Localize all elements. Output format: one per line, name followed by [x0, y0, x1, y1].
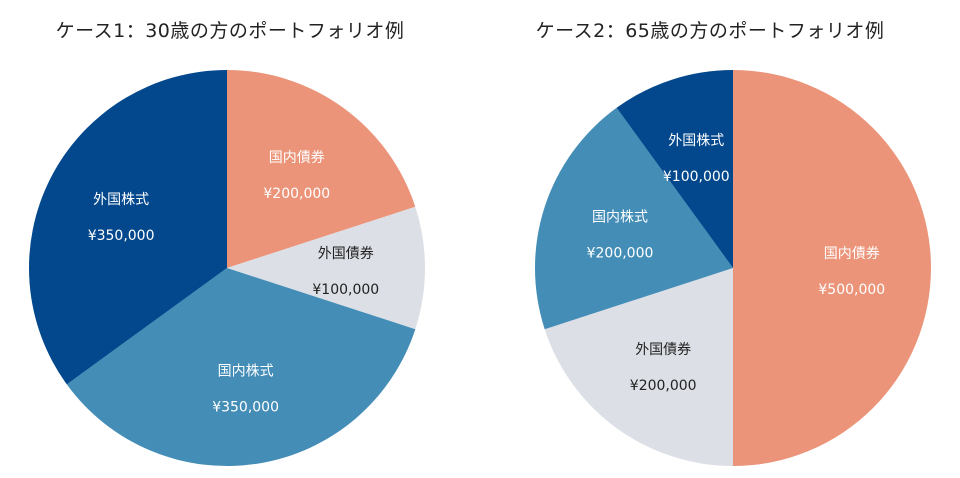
slice-value-label: ¥200,000 [587, 245, 654, 261]
pie-chart-case1: 国内債券 ¥200,000 外国債券 ¥100,000 国内株式 ¥350,000 外国株式… [28, 70, 426, 467]
slice-value-label: ¥200,000 [263, 186, 330, 202]
slice-label: 国内株式 [218, 363, 274, 379]
pie-slice [544, 268, 733, 466]
pie-slice [534, 107, 733, 330]
pie-slice [227, 70, 416, 268]
pie-chart-case2: 国内債券 ¥500,000 外国債券 ¥200,000 国内株式 ¥200,000 外国株式… [534, 70, 931, 466]
slice-label: 国内株式 [592, 209, 648, 225]
pie-panel-case1: ケース1：30歳の方のポートフォリオ例 国内債券 ¥200,000 外国債券 ¥100… [28, 20, 426, 467]
slice-value-label: ¥350,000 [212, 399, 279, 415]
pie-slice [28, 70, 228, 385]
pie-slice [733, 70, 931, 466]
chart-title-case1: ケース1：30歳の方のポートフォリオ例 [55, 20, 405, 42]
slice-label: 外国株式 [668, 133, 724, 149]
slice-label: 国内債券 [269, 150, 325, 166]
slice-value-label: ¥350,000 [88, 228, 155, 244]
slice-value-label: ¥100,000 [312, 282, 379, 298]
slice-value-label: ¥500,000 [818, 282, 885, 298]
pie-panel-case2: ケース2：65歳の方のポートフォリオ例 国内債券 ¥500,000 外国債券 ¥200… [480, 0, 960, 478]
slice-label: 国内債券 [824, 246, 880, 262]
slice-label: 外国株式 [93, 192, 149, 208]
slice-value-label: ¥200,000 [630, 378, 697, 394]
slice-value-label: ¥100,000 [663, 169, 730, 185]
pie-slice [227, 206, 426, 330]
slice-label: 外国債券 [318, 246, 374, 262]
pie-slice [616, 70, 733, 268]
pie-slice [66, 268, 416, 467]
chart-title-case2: ケース2：65歳の方のポートフォリオ例 [535, 20, 885, 42]
slice-label: 外国債券 [635, 342, 691, 358]
